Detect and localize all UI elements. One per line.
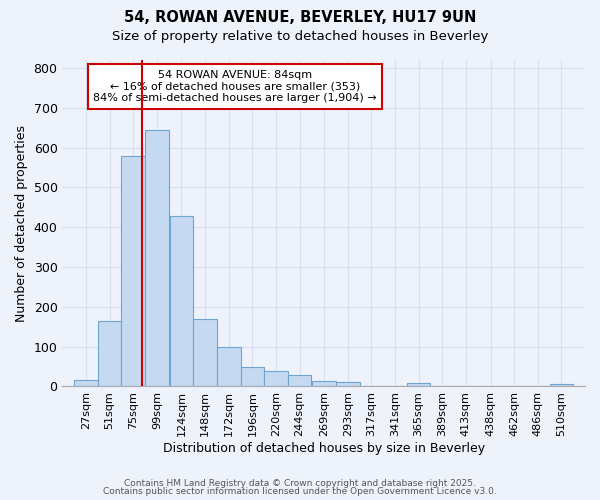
- Bar: [288, 374, 311, 386]
- Bar: [121, 156, 145, 386]
- Bar: [193, 319, 217, 386]
- X-axis label: Distribution of detached houses by size in Beverley: Distribution of detached houses by size …: [163, 442, 485, 455]
- Bar: [336, 382, 359, 386]
- Text: 54, ROWAN AVENUE, BEVERLEY, HU17 9UN: 54, ROWAN AVENUE, BEVERLEY, HU17 9UN: [124, 10, 476, 25]
- Bar: [241, 366, 264, 386]
- Bar: [170, 216, 193, 386]
- Bar: [407, 384, 430, 386]
- Bar: [145, 130, 169, 386]
- Text: Contains HM Land Registry data © Crown copyright and database right 2025.: Contains HM Land Registry data © Crown c…: [124, 478, 476, 488]
- Bar: [264, 372, 288, 386]
- Bar: [313, 382, 336, 386]
- Text: Contains public sector information licensed under the Open Government Licence v3: Contains public sector information licen…: [103, 487, 497, 496]
- Bar: [217, 346, 241, 387]
- Y-axis label: Number of detached properties: Number of detached properties: [15, 124, 28, 322]
- Text: 54 ROWAN AVENUE: 84sqm
← 16% of detached houses are smaller (353)
84% of semi-de: 54 ROWAN AVENUE: 84sqm ← 16% of detached…: [93, 70, 377, 103]
- Bar: [74, 380, 98, 386]
- Bar: [98, 321, 121, 386]
- Bar: [550, 384, 573, 386]
- Text: Size of property relative to detached houses in Beverley: Size of property relative to detached ho…: [112, 30, 488, 43]
